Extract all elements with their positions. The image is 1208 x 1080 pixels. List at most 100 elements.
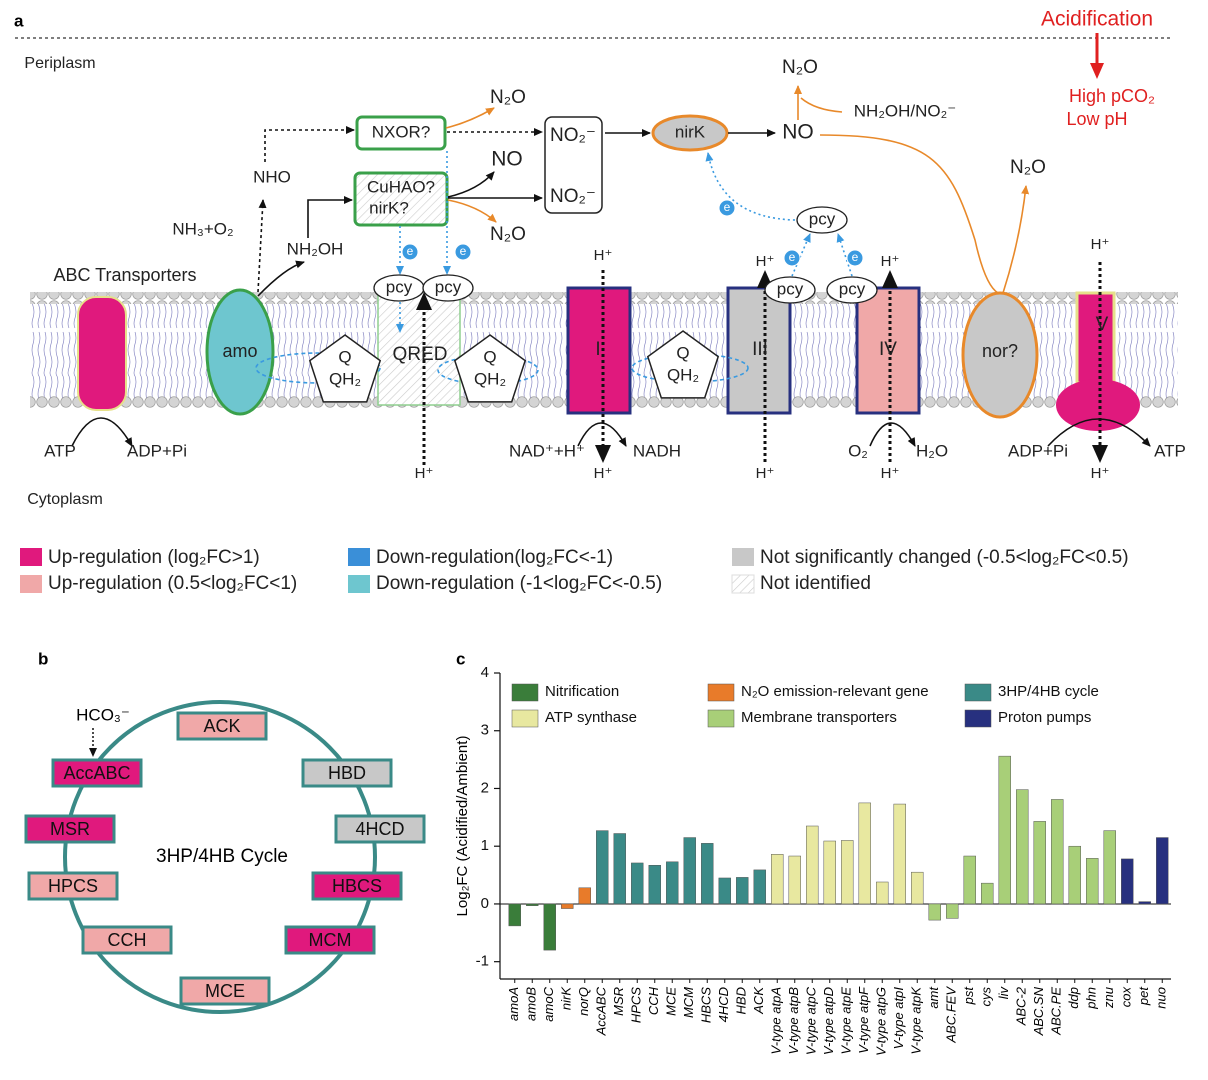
enzyme-label: MCM	[309, 930, 352, 950]
arrow	[1002, 185, 1030, 294]
legend-swatch	[20, 548, 42, 566]
x-tick-label: MCE	[664, 987, 679, 1016]
amo	[205, 288, 275, 416]
enzyme-box	[24, 814, 116, 844]
diagram-label: H⁺	[1091, 236, 1110, 253]
diagram-label: ATP	[44, 441, 76, 460]
diagram-label: nirK?	[369, 198, 409, 217]
x-tick-label: amoC	[541, 986, 556, 1021]
diagram-label: Cytoplasm	[27, 491, 103, 508]
arrow	[71, 417, 133, 447]
diagram-label: Q	[676, 343, 689, 362]
x-tick-label: ABC.PE	[1049, 987, 1064, 1036]
enzyme-label: HBCS	[332, 876, 382, 896]
diagram-label: O₂	[848, 441, 868, 460]
x-tick-label: pet	[1136, 986, 1151, 1006]
diagram-label: amo	[222, 341, 257, 361]
bar	[613, 833, 626, 905]
y-tick-label: 3	[481, 722, 489, 739]
bar	[946, 903, 959, 919]
x-tick-label: ABC.SN	[1031, 986, 1046, 1036]
enzyme-box	[284, 925, 376, 955]
legend-swatch	[511, 709, 539, 728]
x-tick-label: norQ	[576, 987, 591, 1016]
enzyme-label: MSR	[50, 819, 90, 839]
arrow	[445, 107, 495, 129]
cycle-title: 3HP/4HB Cycle	[156, 846, 288, 867]
diagram-label: NO	[782, 121, 814, 144]
x-tick-label: liv	[996, 986, 1011, 1000]
x-tick-label: nuo	[1154, 987, 1169, 1009]
legend-swatch	[731, 574, 755, 594]
bar	[1033, 821, 1046, 905]
diagram-label: III	[752, 339, 768, 360]
x-tick-label: V-type atpI	[891, 987, 906, 1050]
legend-label: Up-regulation (log₂FC>1)	[48, 547, 260, 568]
diagram-label: ADP+Pi	[127, 441, 187, 460]
bar	[806, 825, 819, 905]
arrow	[819, 134, 999, 294]
arrow	[705, 152, 796, 221]
bar	[526, 903, 539, 906]
bar	[1103, 830, 1116, 905]
nor	[961, 291, 1039, 419]
complex-iv	[855, 286, 921, 415]
x-tick-label: CCH	[646, 986, 661, 1015]
cuhao-box	[353, 171, 449, 227]
pcy-shape	[422, 274, 474, 302]
complex-v	[1075, 291, 1116, 385]
diagram-label: ATP	[1154, 441, 1186, 460]
bar	[578, 887, 591, 905]
x-tick-label: HPCS	[629, 987, 644, 1023]
diagram-label: QH₂	[667, 365, 699, 384]
bar	[1016, 789, 1029, 905]
x-tick-label: ACK	[751, 986, 766, 1015]
quinone	[646, 330, 720, 399]
x-tick-label: V-type atpG	[874, 987, 889, 1056]
diagram-label: N₂O	[782, 57, 818, 78]
electron-shape	[454, 243, 472, 261]
bar	[858, 802, 871, 905]
electron-shape	[718, 199, 736, 217]
x-tick-label: V-type atpF	[856, 986, 871, 1054]
x-tick-label: amoB	[524, 987, 539, 1021]
legend-swatch	[511, 683, 539, 702]
x-tick-label: V-type atpA	[769, 987, 784, 1054]
legend-swatch	[348, 575, 370, 593]
legend-label: Proton pumps	[998, 709, 1091, 726]
bar	[911, 871, 924, 905]
diagram-label: Periplasm	[24, 55, 95, 72]
nitrite-box	[544, 116, 603, 214]
diagram-label: H₂O	[916, 441, 948, 460]
arrow	[307, 196, 353, 238]
diagram-label: QH₂	[329, 369, 361, 388]
arrow	[1047, 418, 1151, 447]
quinone	[453, 334, 527, 403]
enzyme-box	[81, 925, 173, 955]
legend-label: Not identified	[760, 573, 871, 594]
legend-label: Not significantly changed (-0.5<log₂FC<0…	[760, 547, 1129, 568]
x-tick-label: amt	[926, 986, 941, 1009]
diagram-label: e	[789, 250, 796, 264]
legend-label: Down-regulation (-1<log₂FC<-0.5)	[376, 573, 662, 594]
diagram-label: NADH	[633, 441, 681, 460]
diagram-label: QH₂	[474, 369, 506, 388]
bar	[1156, 837, 1169, 905]
diagram-label: NHO	[253, 167, 291, 186]
x-tick-label: AccABC	[594, 986, 609, 1036]
enzyme-label: MCE	[205, 981, 245, 1001]
arrow	[447, 199, 497, 223]
x-tick-label: 4HCD	[716, 987, 731, 1022]
diagram-label: Q	[338, 347, 351, 366]
diagram-label: nor?	[982, 341, 1018, 361]
panel-label: b	[38, 649, 48, 668]
legend-swatch	[20, 575, 42, 593]
diagram-label: pcy	[386, 277, 413, 296]
diagram-label: NO₂⁻	[550, 186, 596, 207]
diagram-label: NH₂OH/NO₂⁻	[854, 101, 956, 120]
x-tick-label: ABC.FEV	[944, 986, 959, 1044]
bar	[701, 843, 714, 905]
legend-label: ATP synthase	[545, 709, 637, 726]
diagram-label: NH₂OH	[287, 239, 344, 258]
